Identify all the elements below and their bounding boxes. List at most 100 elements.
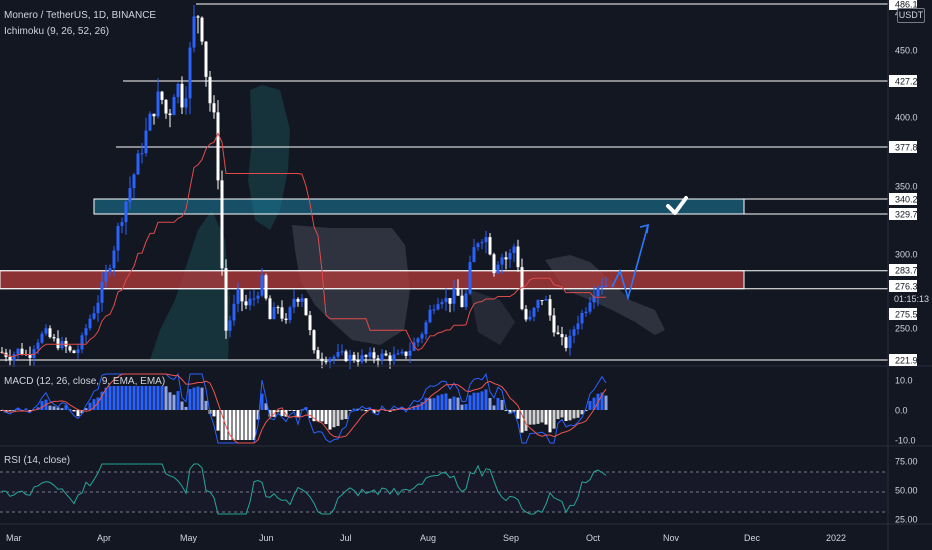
candle-body — [144, 130, 148, 154]
macd-histogram-bar — [584, 410, 588, 412]
candle-body — [384, 353, 388, 356]
macd-histogram-bar — [332, 410, 336, 428]
candle-body — [468, 262, 472, 294]
price-level-label-bg — [889, 193, 917, 205]
macd-histogram-bar — [572, 410, 576, 419]
macd-histogram-bar — [80, 410, 84, 414]
candle-body — [256, 295, 260, 299]
candle-body — [476, 243, 480, 248]
macd-histogram-bar — [24, 408, 28, 410]
candle-body — [320, 358, 324, 362]
ichimoku-legend[interactable]: Ichimoku (9, 26, 52, 26) — [4, 26, 110, 37]
candle-body — [68, 346, 72, 351]
macd-histogram-bar — [540, 410, 544, 423]
candle-body — [172, 96, 176, 116]
candle-body — [288, 307, 292, 321]
macd-histogram-bar — [480, 391, 484, 410]
rsi-legend[interactable]: RSI (14, close) — [4, 455, 71, 466]
time-tick-label: Dec — [744, 533, 761, 543]
macd-histogram-bar — [128, 386, 132, 410]
macd-histogram-bar — [164, 386, 168, 410]
macd-histogram-bar — [356, 408, 360, 410]
candle-body — [52, 337, 56, 339]
candle-body — [40, 333, 44, 343]
candle-body — [500, 257, 504, 265]
candle-body — [540, 300, 544, 302]
candle-body — [380, 353, 384, 361]
candle-body — [324, 361, 328, 363]
rsi-tick-label: 75.00 — [895, 457, 918, 467]
macd-histogram-bar — [452, 396, 456, 410]
price-tick-label: 300.0 — [895, 250, 918, 260]
macd-histogram-bar — [464, 404, 468, 410]
candle-body — [592, 296, 596, 303]
candle-body — [492, 254, 496, 274]
candlesticks — [0, 4, 608, 370]
macd-histogram-bar — [188, 389, 192, 410]
price-level-label: 427.2 — [895, 77, 918, 87]
candle-body — [560, 334, 564, 338]
candle-body — [344, 351, 348, 362]
candle-body — [204, 41, 208, 77]
macd-histogram-bar — [560, 410, 564, 418]
macd-histogram-bar — [228, 410, 232, 440]
macd-histogram-bar — [152, 386, 156, 410]
candle-body — [220, 180, 224, 269]
macd-histogram-bar — [588, 400, 592, 410]
time-axis[interactable]: Mar Apr May Jun Jul Aug Sep Oct Nov Dec 2022 — [6, 533, 846, 543]
symbol-legend[interactable]: Monero / TetherUS, 1D, BINANCE — [4, 10, 157, 21]
candle-body — [232, 303, 236, 321]
candle-body — [36, 342, 40, 350]
macd-histogram-bar — [468, 395, 472, 410]
candle-body — [112, 250, 116, 269]
price-level-label-bg — [889, 0, 917, 10]
macd-histogram-bar — [336, 410, 340, 427]
candle-body — [452, 288, 456, 304]
time-tick-label: Oct — [586, 533, 601, 543]
candle-body — [508, 253, 512, 260]
candle-body — [120, 222, 124, 226]
rsi-pane — [0, 463, 888, 515]
candle-body — [196, 16, 200, 18]
macd-histogram-bar — [148, 386, 152, 410]
price-level-label-bg — [889, 208, 917, 220]
macd-histogram-bar — [552, 410, 556, 429]
price-tick-label: 400.0 — [895, 113, 918, 123]
candle-body — [504, 257, 508, 260]
price-tick-label: 450.0 — [895, 46, 918, 56]
price-level-label: 275.5 — [895, 310, 918, 320]
macd-histogram-bar — [176, 391, 180, 410]
macd-histogram-bar — [76, 410, 80, 417]
macd-histogram-bar — [520, 410, 524, 433]
price-level-label: 340.2 — [895, 195, 918, 205]
candle-body — [224, 268, 228, 331]
macd-histogram-bar — [8, 410, 12, 411]
macd-histogram-bar — [600, 392, 604, 410]
candle-body — [292, 298, 296, 308]
macd-histogram-bar — [212, 410, 216, 417]
macd-histogram-bar — [196, 386, 200, 410]
macd-legend[interactable]: MACD (12, 26, close, 9, EMA, EMA) — [4, 376, 166, 387]
macd-histogram-bar — [528, 410, 532, 425]
cloud-segment — [248, 85, 290, 230]
macd-histogram-bar — [516, 410, 520, 419]
macd-histogram-bar — [100, 391, 104, 410]
macd-histogram-bar — [16, 408, 20, 410]
candle-body — [132, 174, 136, 189]
target-zone — [93, 198, 745, 215]
macd-histogram-bar — [140, 386, 144, 410]
currency-button[interactable]: USDT — [897, 8, 925, 23]
candle-body — [464, 293, 468, 307]
candle-body — [128, 188, 132, 202]
price-axis[interactable]: 450.0400.0350.0300.0250.04486.1427.2377.… — [889, 0, 929, 525]
candle-body — [568, 335, 572, 349]
macd-histogram-bar — [504, 410, 508, 411]
candle-body — [152, 113, 156, 117]
candle-body — [260, 275, 264, 296]
candle-body — [248, 298, 252, 306]
macd-histogram-bar — [56, 407, 60, 410]
macd-histogram-bar — [104, 387, 108, 410]
macd-histogram-bar — [488, 398, 492, 410]
